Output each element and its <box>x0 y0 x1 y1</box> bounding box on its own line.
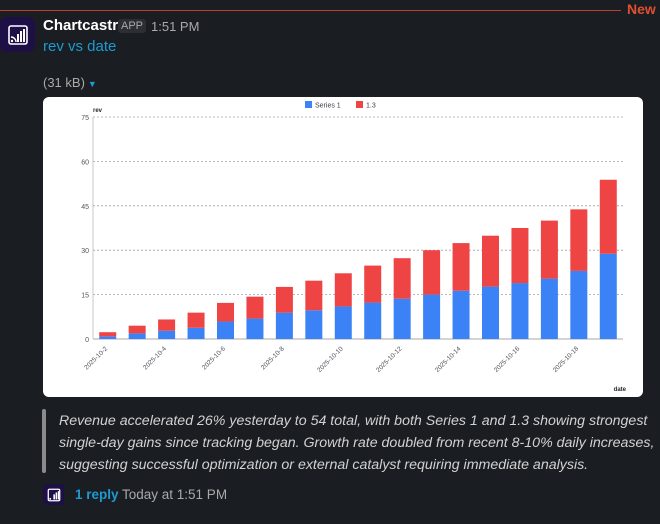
bar-series-1 <box>393 298 411 339</box>
bar-series-1 <box>334 306 352 339</box>
bar-series-1 <box>511 283 529 339</box>
bar-series-1 <box>452 290 470 339</box>
x-tick-label: 2025-10-4 <box>142 345 168 371</box>
chart-title-link[interactable]: rev vs date <box>43 38 117 55</box>
message-time[interactable]: 1:51 PM <box>151 19 200 34</box>
stacked-bar-chart: 0 15 30 45 60 75 rev date 2025-10-2 2025-10-4 2025… <box>81 101 627 393</box>
x-tick-label: 2025-10-12 <box>375 345 404 374</box>
legend-swatch <box>305 101 312 108</box>
bar-series-1-3 <box>187 312 205 328</box>
x-tick-label: 2025-10-10 <box>316 345 345 374</box>
bar-series-1-3 <box>158 319 176 331</box>
x-tick-label: 2025-10-2 <box>83 345 109 371</box>
new-messages-divider <box>0 10 621 11</box>
bar-series-1-3 <box>275 286 293 313</box>
quote-bar <box>42 409 46 473</box>
bar-series-1 <box>305 310 323 339</box>
bar-series-1-3 <box>217 302 234 322</box>
legend-label: 1.3 <box>366 103 376 110</box>
legend-label: Series 1 <box>315 103 341 110</box>
bar-series-1-3 <box>511 228 529 284</box>
bar-series-1-3 <box>364 265 382 303</box>
bar-series-1-3 <box>570 209 588 271</box>
bar-series-1-3 <box>540 220 558 279</box>
bar-series-1 <box>599 253 617 339</box>
file-size: (31 kB) <box>43 75 85 90</box>
app-avatar[interactable] <box>0 17 35 52</box>
bar-series-1-3 <box>452 243 470 291</box>
chart-cast-icon <box>7 24 28 45</box>
bar-series-1 <box>217 321 234 339</box>
x-tick-label: 2025-10-6 <box>201 345 227 371</box>
chart-image[interactable]: 0 15 30 45 60 75 rev date 2025-10-2 2025-10-4 2025… <box>43 97 643 397</box>
x-tick-label: 2025-10-18 <box>552 345 581 374</box>
sender-name[interactable]: Chartcastr <box>43 17 119 34</box>
bar-series-1-3 <box>128 325 146 334</box>
file-size-toggle[interactable]: (31 kB) ▼ <box>43 75 97 90</box>
y-tick-label: 0 <box>85 337 89 344</box>
x-tick-label: 2025-10-16 <box>493 345 522 374</box>
y-tick-label: 30 <box>81 248 89 255</box>
bar-series-1-3 <box>246 296 264 319</box>
bar-series-1 <box>540 278 558 339</box>
y-tick-label: 15 <box>81 293 89 300</box>
legend-swatch <box>356 101 363 108</box>
bar-series-1 <box>482 286 499 339</box>
bar-series-1-3 <box>393 258 411 299</box>
bar-series-1 <box>187 327 205 339</box>
bar-series-1-3 <box>99 332 117 337</box>
x-tick-label: 2025-10-14 <box>434 345 463 374</box>
x-tick-label: 2025-10-8 <box>260 345 286 371</box>
bar-series-1 <box>570 270 588 339</box>
x-axis-label: date <box>614 387 627 393</box>
bar-series-1 <box>364 302 382 339</box>
y-tick-label: 45 <box>81 204 89 211</box>
bar-series-1 <box>158 330 176 339</box>
bar-series-1 <box>275 312 293 339</box>
bar-series-1 <box>128 333 146 339</box>
bar-series-1-3 <box>482 235 499 287</box>
y-tick-label: 60 <box>81 159 89 166</box>
bar-series-1-3 <box>334 273 352 307</box>
message-body: Revenue accelerated 26% yesterday to 54 … <box>59 413 655 473</box>
y-tick-label: 75 <box>81 115 89 122</box>
bar-series-1 <box>423 294 441 339</box>
bar-series-1-3 <box>599 179 617 254</box>
caret-down-icon: ▼ <box>87 79 97 89</box>
reply-count-link[interactable]: 1 reply <box>75 487 119 502</box>
bar-series-1-3 <box>423 250 441 295</box>
reply-avatar[interactable] <box>43 484 64 505</box>
last-reply-time: Today at 1:51 PM <box>122 487 228 502</box>
chart-cast-icon <box>47 488 60 501</box>
bar-series-1-3 <box>305 280 323 311</box>
new-messages-label: New <box>627 1 656 17</box>
app-badge: APP <box>118 19 147 33</box>
y-axis-label: rev <box>93 108 103 114</box>
bar-series-1 <box>99 336 117 339</box>
bar-series-1 <box>246 318 264 339</box>
